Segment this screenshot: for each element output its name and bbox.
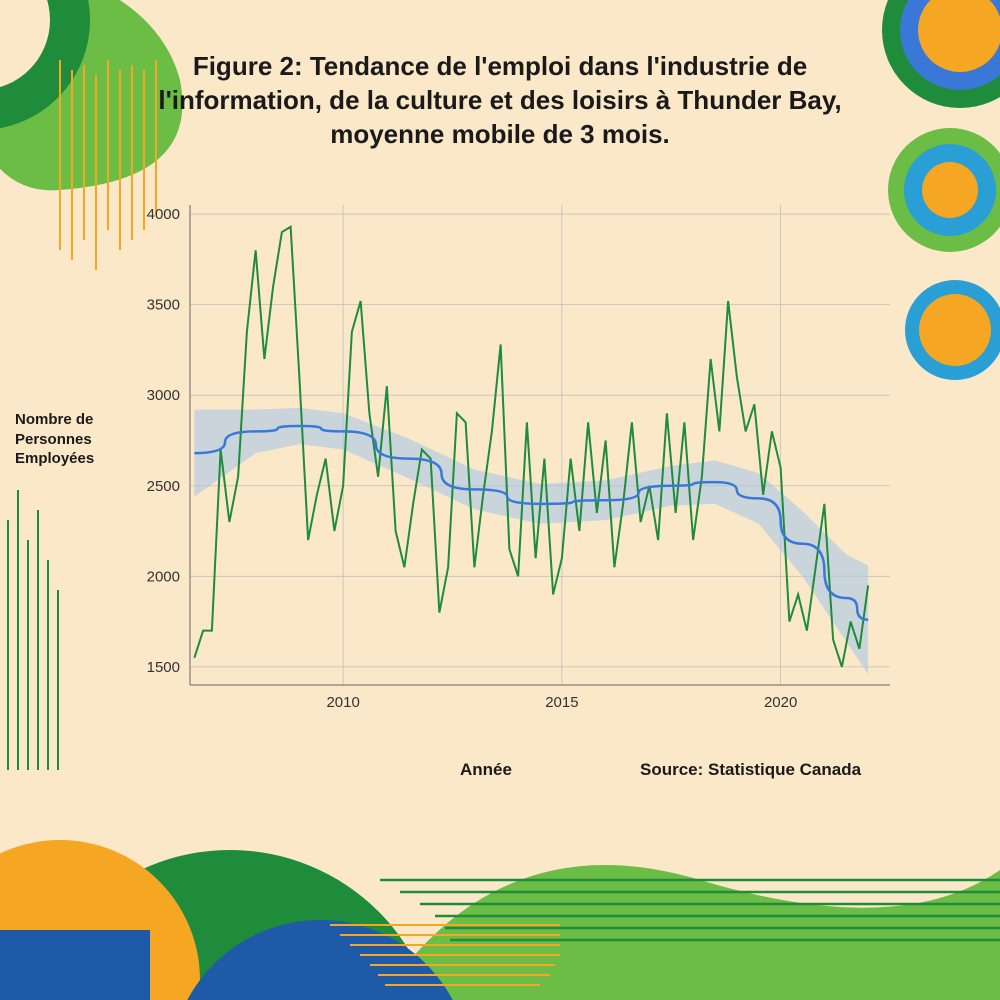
svg-text:3000: 3000 [147,387,180,404]
x-axis-label: Année [460,760,512,780]
svg-text:4000: 4000 [147,206,180,223]
svg-text:1500: 1500 [147,659,180,676]
deco-bottom [0,750,1000,1000]
svg-text:2020: 2020 [764,694,797,711]
svg-text:3500: 3500 [147,297,180,314]
svg-text:2000: 2000 [147,568,180,585]
deco-left-lines [0,480,80,780]
chart: 1500 2000 2500 3000 3500 4000 2010 2015 2020 [120,195,900,725]
svg-text:2015: 2015 [545,694,578,711]
svg-text:2500: 2500 [147,478,180,495]
svg-text:2010: 2010 [326,694,359,711]
source-label: Source: Statistique Canada [640,760,861,780]
chart-title: Figure 2: Tendance de l'emploi dans l'in… [140,50,860,151]
y-axis-label: Nombre dePersonnesEmployées [15,410,94,469]
